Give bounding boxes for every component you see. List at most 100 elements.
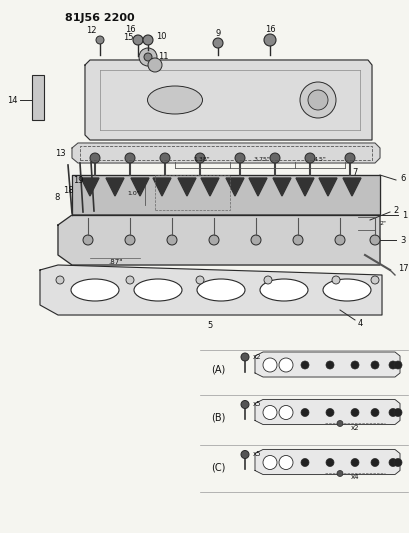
Text: 7: 7 <box>351 167 357 176</box>
Polygon shape <box>153 178 171 196</box>
Circle shape <box>300 408 308 416</box>
Text: 5: 5 <box>207 320 212 329</box>
Text: x2: x2 <box>350 424 358 431</box>
Circle shape <box>278 406 292 419</box>
Polygon shape <box>254 449 399 474</box>
Text: 15: 15 <box>122 33 133 42</box>
Polygon shape <box>131 178 148 196</box>
Text: 10: 10 <box>155 31 166 41</box>
Circle shape <box>234 153 245 163</box>
Polygon shape <box>40 265 381 315</box>
Circle shape <box>300 361 308 369</box>
Circle shape <box>388 361 396 369</box>
Circle shape <box>125 153 135 163</box>
Polygon shape <box>248 178 266 196</box>
Circle shape <box>336 471 342 477</box>
Ellipse shape <box>259 279 307 301</box>
Polygon shape <box>72 143 379 163</box>
Circle shape <box>250 235 261 245</box>
Polygon shape <box>81 178 99 196</box>
Ellipse shape <box>71 279 119 301</box>
Text: 1: 1 <box>401 211 406 220</box>
Circle shape <box>139 48 157 66</box>
Text: 81J56 2200: 81J56 2200 <box>65 13 134 23</box>
Circle shape <box>126 276 134 284</box>
Text: 14: 14 <box>7 95 17 104</box>
Circle shape <box>240 353 248 361</box>
Text: 6: 6 <box>399 174 405 182</box>
Text: 17: 17 <box>397 263 408 272</box>
Text: .87": .87" <box>108 259 122 265</box>
Polygon shape <box>272 178 290 196</box>
Text: (C): (C) <box>210 463 225 472</box>
Text: 2: 2 <box>392 206 397 214</box>
Text: 1.38": 1.38" <box>193 157 210 161</box>
Circle shape <box>270 153 279 163</box>
Circle shape <box>196 276 204 284</box>
Polygon shape <box>106 178 124 196</box>
Circle shape <box>56 276 64 284</box>
Ellipse shape <box>147 86 202 114</box>
Polygon shape <box>342 178 360 196</box>
Circle shape <box>125 235 135 245</box>
Circle shape <box>300 458 308 466</box>
Circle shape <box>370 276 378 284</box>
Bar <box>32 75 44 120</box>
Text: 16: 16 <box>264 25 274 34</box>
Text: 4: 4 <box>357 319 362 327</box>
Circle shape <box>160 153 170 163</box>
Ellipse shape <box>322 279 370 301</box>
Text: 4.5": 4.5" <box>313 157 326 161</box>
Text: 3: 3 <box>399 236 405 245</box>
Circle shape <box>393 361 401 369</box>
Circle shape <box>213 38 222 48</box>
Text: 16: 16 <box>124 25 135 34</box>
Circle shape <box>195 153 204 163</box>
Circle shape <box>143 35 153 45</box>
Polygon shape <box>254 400 399 424</box>
Circle shape <box>370 361 378 369</box>
Circle shape <box>336 421 342 426</box>
Polygon shape <box>318 178 336 196</box>
Circle shape <box>133 35 143 45</box>
Circle shape <box>278 456 292 470</box>
Circle shape <box>166 235 177 245</box>
Text: 13: 13 <box>54 149 65 157</box>
Circle shape <box>334 235 344 245</box>
Circle shape <box>240 450 248 458</box>
Text: 3.75": 3.75" <box>253 157 270 161</box>
Circle shape <box>96 36 104 44</box>
Circle shape <box>144 53 152 61</box>
Circle shape <box>148 58 162 72</box>
Circle shape <box>83 235 93 245</box>
Polygon shape <box>85 60 371 140</box>
Ellipse shape <box>134 279 182 301</box>
Circle shape <box>370 458 378 466</box>
Text: 19: 19 <box>72 175 83 184</box>
Circle shape <box>262 358 276 372</box>
Circle shape <box>369 235 379 245</box>
Circle shape <box>325 361 333 369</box>
Circle shape <box>292 235 302 245</box>
Circle shape <box>262 456 276 470</box>
Circle shape <box>262 406 276 419</box>
Circle shape <box>331 276 339 284</box>
Text: (B): (B) <box>210 413 225 423</box>
Circle shape <box>307 90 327 110</box>
Text: 2": 2" <box>379 221 386 225</box>
Polygon shape <box>225 178 243 196</box>
Circle shape <box>350 408 358 416</box>
Circle shape <box>344 153 354 163</box>
Circle shape <box>263 276 271 284</box>
Polygon shape <box>58 215 379 265</box>
Ellipse shape <box>196 279 245 301</box>
Circle shape <box>90 153 100 163</box>
Circle shape <box>304 153 314 163</box>
Text: x5: x5 <box>252 401 261 408</box>
Circle shape <box>350 361 358 369</box>
Polygon shape <box>72 175 379 215</box>
Bar <box>155 175 229 210</box>
Polygon shape <box>254 352 399 377</box>
Text: (A): (A) <box>210 365 225 375</box>
Text: 8: 8 <box>54 192 60 201</box>
